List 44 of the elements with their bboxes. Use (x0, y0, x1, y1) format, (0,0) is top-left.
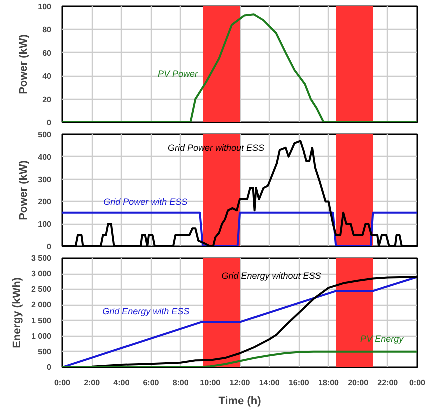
y-tick-label: 100 (38, 220, 52, 230)
y-tick-label: 3 000 (31, 270, 52, 279)
series-label: PV Energy (360, 334, 404, 344)
x-tick-label: 2:00 (84, 378, 101, 388)
y-tick-label: 3 500 (31, 254, 52, 263)
series-label: Grid Power with ESS (104, 196, 188, 207)
y-axis-title: Power (kW) (18, 34, 30, 94)
x-tick-label: 0:00 (409, 378, 426, 388)
y-tick-label: 1 500 (31, 316, 52, 326)
y-tick-label: 100 (38, 2, 52, 12)
x-tick-label: 0:00 (54, 378, 72, 388)
y-axis-title: Energy (kWh) (11, 277, 24, 348)
y-tick-label: 0 (47, 118, 52, 128)
y-tick-label: 40 (42, 72, 52, 82)
x-tick-label: 4:00 (114, 378, 130, 388)
y-tick-label: 300 (38, 175, 52, 184)
y-tick-label: 500 (38, 347, 52, 356)
series-label: Grid Energy with ESS (102, 306, 190, 316)
y-tick-label: 60 (42, 48, 52, 58)
y-tick-label: 200 (38, 198, 52, 207)
x-tick-label: 12:00 (230, 378, 251, 388)
series-label: Grid Energy without ESS (222, 271, 322, 282)
series-label: PV Power (158, 68, 199, 79)
y-tick-label: 2 500 (31, 285, 52, 294)
y-tick-label: 400 (38, 152, 52, 162)
y-tick-label: 1 000 (31, 332, 52, 341)
x-tick-label: 14:00 (259, 378, 280, 388)
x-axis-title: Time (h) (218, 396, 262, 408)
x-tick-label: 10:00 (200, 378, 222, 388)
x-tick-label: 16:00 (288, 378, 310, 388)
x-tick-label: 6:00 (143, 378, 160, 388)
y-tick-label: 500 (38, 130, 52, 140)
x-tick-label: 18:00 (318, 378, 340, 388)
y-tick-label: 0 (47, 242, 52, 252)
x-tick-label: 22:00 (378, 378, 399, 388)
y-tick-label: 80 (42, 26, 52, 35)
y-tick-label: 20 (42, 95, 52, 104)
line-series (62, 350, 418, 368)
line-series (62, 14, 418, 122)
y-tick-label: 2 000 (31, 300, 52, 310)
y-tick-label: 0 (47, 363, 52, 372)
y-axis-title: Power (kW) (18, 160, 30, 220)
x-tick-label: 8:00 (172, 378, 190, 388)
x-tick-label: 20:00 (348, 378, 370, 388)
